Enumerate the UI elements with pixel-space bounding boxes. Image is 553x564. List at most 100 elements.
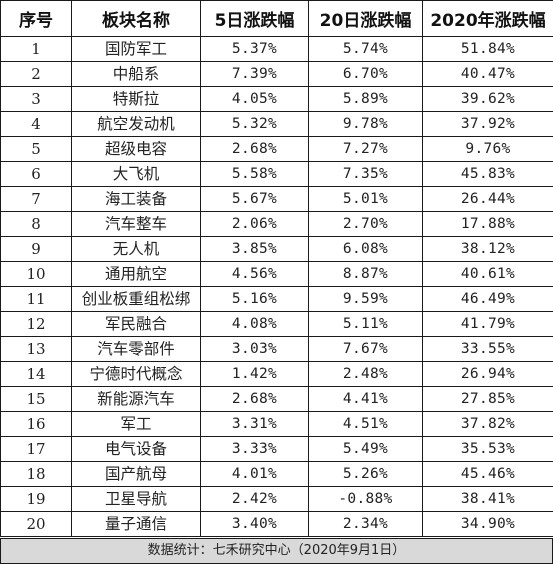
cell-5day-change: 4.08%	[201, 312, 309, 337]
cell-20day-change: 7.27%	[309, 137, 423, 162]
cell-ytd-change: 34.90%	[423, 512, 553, 537]
cell-sector-name: 超级电容	[72, 137, 201, 162]
cell-index: 5	[1, 137, 72, 162]
cell-20day-change: 4.41%	[309, 387, 423, 412]
cell-sector-name: 中船系	[72, 62, 201, 87]
cell-5day-change: 5.67%	[201, 187, 309, 212]
header-ytd-change: 2020年涨跌幅	[423, 1, 553, 37]
cell-ytd-change: 33.55%	[423, 337, 553, 362]
cell-20day-change: 6.08%	[309, 237, 423, 262]
cell-index: 11	[1, 287, 72, 312]
cell-20day-change: 5.89%	[309, 87, 423, 112]
cell-sector-name: 航空发动机	[72, 112, 201, 137]
cell-5day-change: 4.01%	[201, 462, 309, 487]
cell-ytd-change: 45.46%	[423, 462, 553, 487]
cell-index: 20	[1, 512, 72, 537]
cell-5day-change: 5.58%	[201, 162, 309, 187]
cell-5day-change: 3.33%	[201, 437, 309, 462]
cell-5day-change: 2.68%	[201, 137, 309, 162]
cell-index: 16	[1, 412, 72, 437]
cell-20day-change: 2.48%	[309, 362, 423, 387]
cell-5day-change: 5.37%	[201, 37, 309, 62]
cell-20day-change: 9.78%	[309, 112, 423, 137]
cell-5day-change: 2.06%	[201, 212, 309, 237]
source-footer: 数据统计：七禾研究中心（2020年9月1日）	[0, 538, 553, 564]
cell-20day-change: 9.59%	[309, 287, 423, 312]
cell-5day-change: 4.05%	[201, 87, 309, 112]
cell-index: 10	[1, 262, 72, 287]
cell-ytd-change: 51.84%	[423, 37, 553, 62]
cell-sector-name: 电气设备	[72, 437, 201, 462]
cell-index: 17	[1, 437, 72, 462]
cell-sector-name: 大飞机	[72, 162, 201, 187]
header-row: 序号 板块名称 5日涨跌幅 20日涨跌幅 2020年涨跌幅	[1, 1, 553, 37]
cell-index: 7	[1, 187, 72, 212]
cell-5day-change: 4.56%	[201, 262, 309, 287]
cell-sector-name: 海工装备	[72, 187, 201, 212]
cell-ytd-change: 37.92%	[423, 112, 553, 137]
cell-5day-change: 5.16%	[201, 287, 309, 312]
cell-sector-name: 通用航空	[72, 262, 201, 287]
cell-ytd-change: 37.82%	[423, 412, 553, 437]
cell-ytd-change: 40.47%	[423, 62, 553, 87]
cell-20day-change: 4.51%	[309, 412, 423, 437]
cell-sector-name: 军民融合	[72, 312, 201, 337]
cell-ytd-change: 45.83%	[423, 162, 553, 187]
cell-ytd-change: 26.94%	[423, 362, 553, 387]
header-index: 序号	[1, 1, 72, 37]
cell-20day-change: 6.70%	[309, 62, 423, 87]
cell-sector-name: 汽车整车	[72, 212, 201, 237]
cell-index: 2	[1, 62, 72, 87]
cell-ytd-change: 38.41%	[423, 487, 553, 512]
cell-20day-change: 7.67%	[309, 337, 423, 362]
cell-20day-change: 5.11%	[309, 312, 423, 337]
cell-sector-name: 国防军工	[72, 37, 201, 62]
cell-ytd-change: 26.44%	[423, 187, 553, 212]
cell-5day-change: 7.39%	[201, 62, 309, 87]
cell-sector-name: 特斯拉	[72, 87, 201, 112]
cell-20day-change: 5.26%	[309, 462, 423, 487]
cell-index: 12	[1, 312, 72, 337]
cell-20day-change: -0.88%	[309, 487, 423, 512]
cell-5day-change: 1.42%	[201, 362, 309, 387]
cell-index: 4	[1, 112, 72, 137]
cell-index: 14	[1, 362, 72, 387]
cell-5day-change: 3.40%	[201, 512, 309, 537]
cell-sector-name: 创业板重组松绑	[72, 287, 201, 312]
header-5day-change: 5日涨跌幅	[201, 1, 309, 37]
cell-20day-change: 8.87%	[309, 262, 423, 287]
cell-index: 3	[1, 87, 72, 112]
cell-20day-change: 5.74%	[309, 37, 423, 62]
cell-index: 13	[1, 337, 72, 362]
cell-ytd-change: 40.61%	[423, 262, 553, 287]
cell-ytd-change: 27.85%	[423, 387, 553, 412]
header-20day-change: 20日涨跌幅	[309, 1, 423, 37]
cell-ytd-change: 9.76%	[423, 137, 553, 162]
cell-5day-change: 5.32%	[201, 112, 309, 137]
cell-ytd-change: 17.88%	[423, 212, 553, 237]
cell-20day-change: 5.49%	[309, 437, 423, 462]
cell-sector-name: 国产航母	[72, 462, 201, 487]
cell-sector-name: 新能源汽车	[72, 387, 201, 412]
cell-5day-change: 3.03%	[201, 337, 309, 362]
cell-sector-name: 卫星导航	[72, 487, 201, 512]
cell-20day-change: 7.35%	[309, 162, 423, 187]
cell-sector-name: 宁德时代概念	[72, 362, 201, 387]
